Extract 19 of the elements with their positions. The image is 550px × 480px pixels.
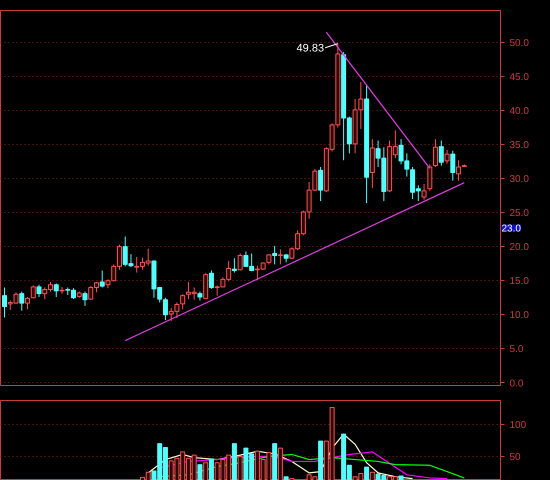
y-tick-label: 50 <box>510 452 522 463</box>
y-tick-label: 5.0 <box>510 344 524 356</box>
y-tick-label: 15.0 <box>510 276 530 288</box>
y-tick-label: 45.0 <box>510 72 530 84</box>
y-tick-label: 50.0 <box>510 38 530 49</box>
candlestick <box>278 248 283 265</box>
y-tick-label: 10.0 <box>510 310 530 322</box>
y-tick-label: 25.0 <box>510 208 530 220</box>
candlestick <box>370 138 375 189</box>
y-tick-label: 100 <box>510 420 527 432</box>
y-tick-label: 20.0 <box>510 242 530 254</box>
y-tick-label: 40.0 <box>510 106 530 118</box>
y-tick-label: 0.0 <box>510 378 524 390</box>
candlestick <box>364 84 370 204</box>
candlestick <box>272 245 278 265</box>
y-tick-label: 30.0 <box>510 174 530 186</box>
annotation: 49.83 <box>296 42 324 55</box>
y-tick-label: 35.0 <box>510 140 530 152</box>
candlestick <box>2 286 8 318</box>
